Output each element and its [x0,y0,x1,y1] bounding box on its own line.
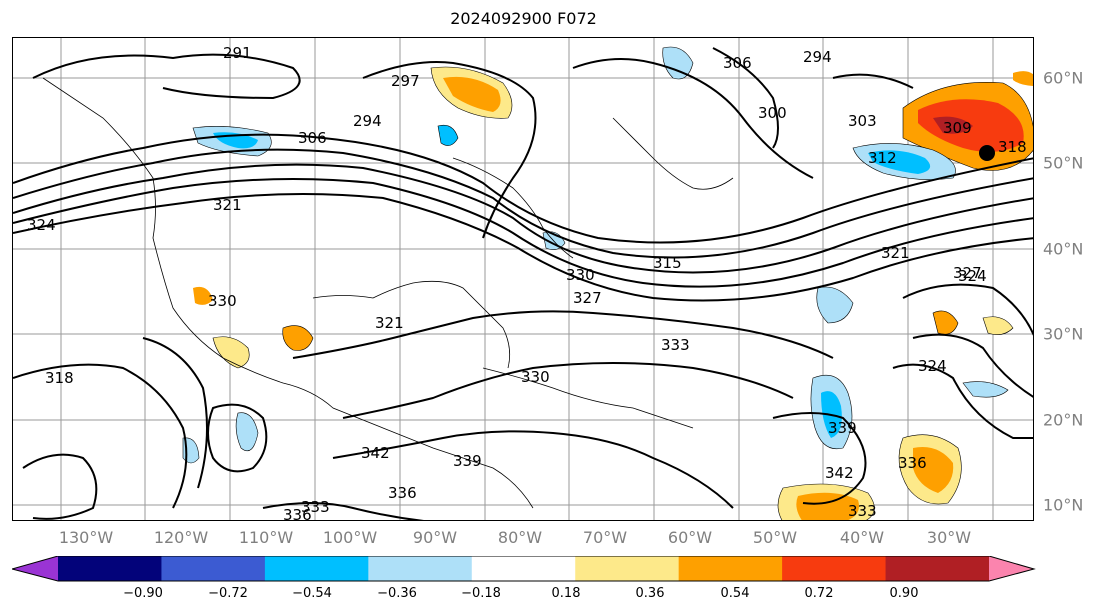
colorbar-segment [264,556,369,581]
graticule [13,38,1033,520]
colorbar-tick-label: −0.72 [208,586,248,601]
colorbar-segment [678,556,783,581]
colorbar-extend-high [989,556,1034,581]
lon-tick-label: 90°W [412,528,458,547]
contour-label: 309 [943,119,972,137]
colorbar-segment [575,556,680,581]
colorbar-extend-low [12,556,58,581]
colorbar-tick-label: −0.18 [461,586,501,601]
contour-label: 336 [898,454,927,472]
colorbar-tick-label: 0.54 [720,586,750,601]
contour-label: 336 [388,484,417,502]
colorbar-tick-label: 0.36 [635,586,665,601]
lon-tick-label: 100°W [322,528,378,547]
contour-label: 303 [848,112,877,130]
colorbar-tick-label: 0.72 [804,586,834,601]
contour-label: 291 [223,44,252,62]
contour-label: 318 [45,369,74,387]
contour-label: 333 [661,336,690,354]
contour-label: 333 [848,502,877,520]
colorbar-segment [58,556,162,581]
lon-tick-label: 110°W [238,528,294,547]
contour-label: 306 [723,54,752,72]
contour-label: 321 [213,196,242,214]
contour-label: 321 [881,244,910,262]
contour-label: 330 [521,368,550,386]
colorbar-segment [782,556,887,581]
chart-title: 2024092900 F072 [450,9,597,28]
contour-label: 342 [825,464,854,482]
contour-label: 327 [953,264,982,282]
lon-tick-label: 40°W [839,528,885,547]
contour-label: 330 [566,266,595,284]
colorbar-segment [885,556,990,581]
contour-label: 342 [361,444,390,462]
contour-label: 339 [453,452,482,470]
lat-tick-label: 60°N [1043,68,1084,88]
lat-tick-label: 50°N [1043,153,1084,173]
positive-anomaly-fill [193,66,1033,520]
lat-tick-label: 30°N [1043,324,1084,344]
contour-label: 318 [998,138,1027,156]
contour-label: 336 [283,506,312,521]
lon-tick-label: 130°W [58,528,114,547]
colorbar-tick-label: −0.54 [292,586,332,601]
lat-tick-label: 40°N [1043,239,1084,259]
contour-label: 327 [573,289,602,307]
contour-label: 294 [803,48,832,66]
colorbar-tick-label: −0.36 [377,586,417,601]
colorbar-segment [161,556,266,581]
height-contours [13,47,1033,520]
contour-label: 321 [375,314,404,332]
contour-label: 339 [828,419,857,437]
contour-label: 300 [758,104,787,122]
contour-labels: 291 297 294 306 300 294 303 309 312 318 … [27,44,1027,521]
colorbar-tick-label: −0.90 [123,586,163,601]
colorbar-segment [471,556,576,581]
contour-label: 324 [27,216,56,234]
lon-tick-label: 80°W [497,528,543,547]
map-canvas: 291 297 294 306 300 294 303 309 312 318 … [13,38,1033,521]
contour-label: 306 [298,129,327,147]
colorbar-segment [368,556,473,581]
lat-tick-label: 10°N [1043,495,1084,515]
lat-tick-label: 20°N [1043,410,1084,430]
location-marker [979,145,995,161]
colorbar-tick-label: 0.90 [889,586,919,601]
contour-label: 324 [918,357,947,375]
map-panel: 291 297 294 306 300 294 303 309 312 318 … [12,37,1034,521]
lon-tick-label: 50°W [752,528,798,547]
contour-label: 324 [958,267,987,285]
colorbar-tick-label: 0.18 [551,586,581,601]
colorbar-segments [12,556,1034,581]
lon-tick-label: 70°W [582,528,628,547]
lon-tick-label: 30°W [926,528,972,547]
lon-tick-label: 120°W [153,528,209,547]
lon-tick-label: 60°W [667,528,713,547]
colorbar [12,556,1036,582]
contour-label: 294 [353,112,382,130]
contour-label: 312 [868,149,897,167]
contour-label: 315 [653,254,682,272]
contour-label: 330 [208,292,237,310]
contour-label: 297 [391,72,420,90]
contour-label: 333 [301,498,330,516]
